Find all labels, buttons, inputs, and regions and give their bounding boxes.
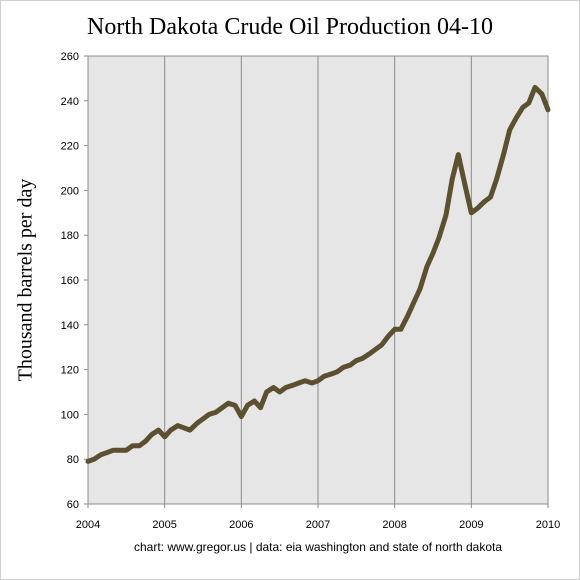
data-point <box>252 399 257 403</box>
data-point <box>258 405 263 410</box>
data-point <box>194 421 199 426</box>
data-point <box>360 356 365 361</box>
data-point <box>181 425 186 430</box>
data-point <box>99 452 103 457</box>
y-tick-label: 200 <box>61 185 79 197</box>
data-point <box>546 107 550 112</box>
x-tick-label: 2010 <box>536 519 560 531</box>
chart-title: North Dakota Crude Oil Production 04-10 <box>87 14 493 40</box>
data-point <box>188 428 192 433</box>
data-point <box>175 423 180 428</box>
y-tick-label: 60 <box>67 499 79 511</box>
chart-footer: chart: www.gregor.us | data: eia washing… <box>133 540 502 554</box>
y-tick-label: 180 <box>61 230 79 242</box>
data-point <box>316 378 320 383</box>
data-point <box>405 313 410 318</box>
data-point <box>149 432 154 437</box>
y-tick-label: 80 <box>67 454 79 466</box>
y-tick-label: 100 <box>61 409 79 421</box>
x-tick-label: 2004 <box>76 519 100 531</box>
data-point <box>220 405 225 410</box>
data-point <box>130 443 135 448</box>
data-point <box>105 450 110 455</box>
data-point <box>424 264 429 269</box>
x-tick-label: 2008 <box>382 519 406 531</box>
x-tick-label: 2006 <box>229 519 253 531</box>
data-point <box>398 327 403 332</box>
x-tick-label: 2009 <box>459 519 483 531</box>
y-tick-label: 120 <box>61 365 79 377</box>
x-tick-label: 2005 <box>152 519 176 531</box>
data-point <box>335 369 340 374</box>
data-point <box>444 213 448 217</box>
data-point <box>520 105 525 110</box>
grid-lines <box>164 56 472 504</box>
data-point <box>168 428 173 433</box>
data-point <box>507 127 512 132</box>
data-point <box>450 177 455 182</box>
data-point <box>271 385 276 390</box>
x-axis-ticks: 2004 2005 2006 2007 2008 2009 2010 <box>76 504 560 531</box>
data-point <box>118 448 123 453</box>
data-point <box>386 334 391 338</box>
data-point <box>296 381 301 385</box>
data-point <box>329 372 333 377</box>
x-tick-label: 2007 <box>306 519 330 531</box>
series-layer <box>85 84 551 464</box>
data-point <box>111 448 116 453</box>
y-tick-label: 160 <box>61 275 79 287</box>
data-point <box>264 390 269 394</box>
data-point <box>201 416 205 421</box>
data-point <box>156 428 161 433</box>
data-point <box>488 195 493 200</box>
data-point <box>124 448 129 453</box>
data-point <box>418 287 422 291</box>
data-point <box>309 381 314 385</box>
data-point <box>526 101 531 105</box>
data-point <box>379 343 384 347</box>
data-point <box>348 363 353 368</box>
y-tick-label: 140 <box>61 320 79 332</box>
y-tick-label: 260 <box>61 51 79 63</box>
data-point <box>303 378 307 383</box>
data-point <box>437 235 442 240</box>
data-point <box>501 152 506 157</box>
data-point <box>277 390 282 394</box>
data-point <box>283 385 288 390</box>
data-point <box>539 92 544 97</box>
data-point <box>456 152 461 157</box>
data-point <box>373 347 378 352</box>
data-point <box>137 443 142 448</box>
data-point <box>239 414 244 419</box>
data-point <box>143 439 148 444</box>
data-point <box>341 365 346 370</box>
data-point <box>475 206 480 211</box>
data-point <box>431 251 435 256</box>
data-point <box>245 403 250 408</box>
data-point <box>162 434 167 439</box>
data-point <box>207 412 212 417</box>
data-point <box>92 457 97 462</box>
data-point <box>354 358 359 363</box>
data-point <box>290 383 295 388</box>
data-point <box>463 183 468 188</box>
data-point <box>214 410 218 415</box>
data-point <box>513 116 518 121</box>
data-point <box>411 300 416 305</box>
y-tick-label: 220 <box>61 141 79 153</box>
data-point <box>322 374 327 379</box>
data-point <box>469 210 474 215</box>
data-point <box>533 85 537 90</box>
data-point <box>482 199 487 204</box>
data-point <box>494 177 499 182</box>
data-point <box>226 401 231 406</box>
y-tick-label: 240 <box>61 96 79 108</box>
data-point <box>392 327 397 332</box>
y-axis-ticks: 60 80 100 120 140 160 180 200 220 240 260 <box>61 51 88 511</box>
data-point <box>233 403 238 408</box>
data-point <box>86 459 90 464</box>
data-point <box>367 351 372 356</box>
